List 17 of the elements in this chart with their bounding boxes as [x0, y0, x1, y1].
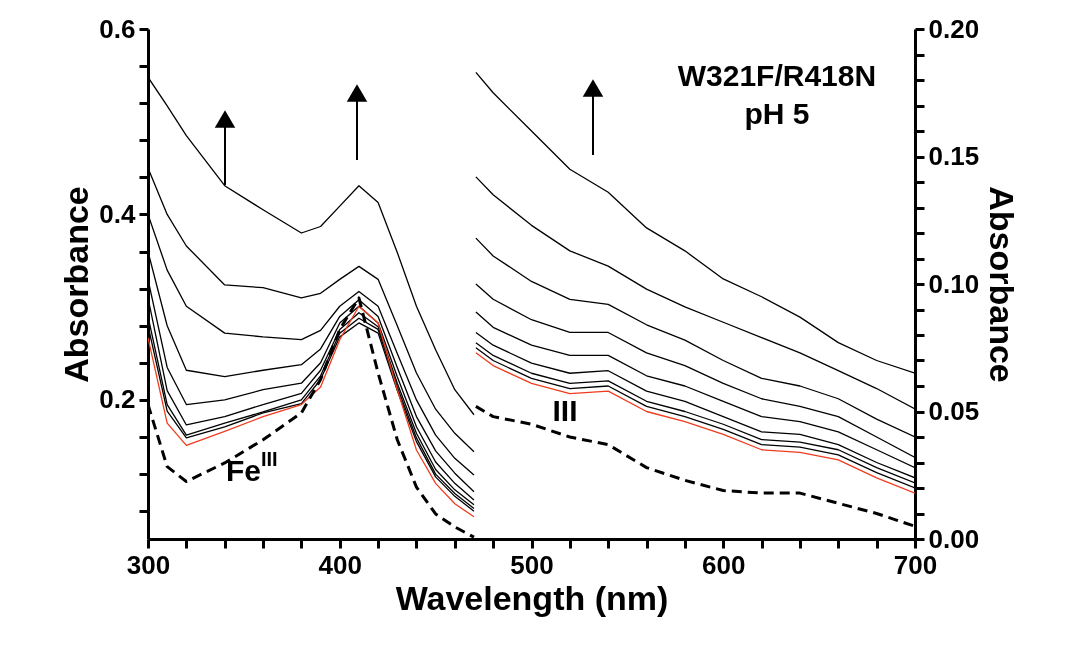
- y-tick-label: 0.4: [99, 198, 137, 229]
- x-tick-label: 400: [318, 549, 362, 580]
- annotation: W321F/R418N: [677, 59, 877, 92]
- y-tick-label: 0.2: [99, 384, 136, 415]
- x-tick-label: 600: [702, 549, 746, 580]
- annotation: pH 5: [744, 97, 810, 130]
- x-axis-title: Wavelength (nm): [395, 578, 669, 617]
- y2-tick-label: 0.20: [928, 13, 980, 44]
- y-tick-label: 0.6: [99, 13, 136, 44]
- y2-tick-label: 0.10: [928, 268, 980, 299]
- y2-tick-label: 0.05: [928, 396, 980, 426]
- y2-axis-title: Absorbance: [983, 186, 1022, 383]
- x-tick-label: 300: [126, 549, 171, 580]
- annotation: III: [552, 394, 578, 427]
- x-tick-label: 500: [510, 549, 554, 580]
- y2-tick-label: 0.15: [928, 141, 980, 171]
- y-axis-title: Absorbance: [57, 186, 96, 383]
